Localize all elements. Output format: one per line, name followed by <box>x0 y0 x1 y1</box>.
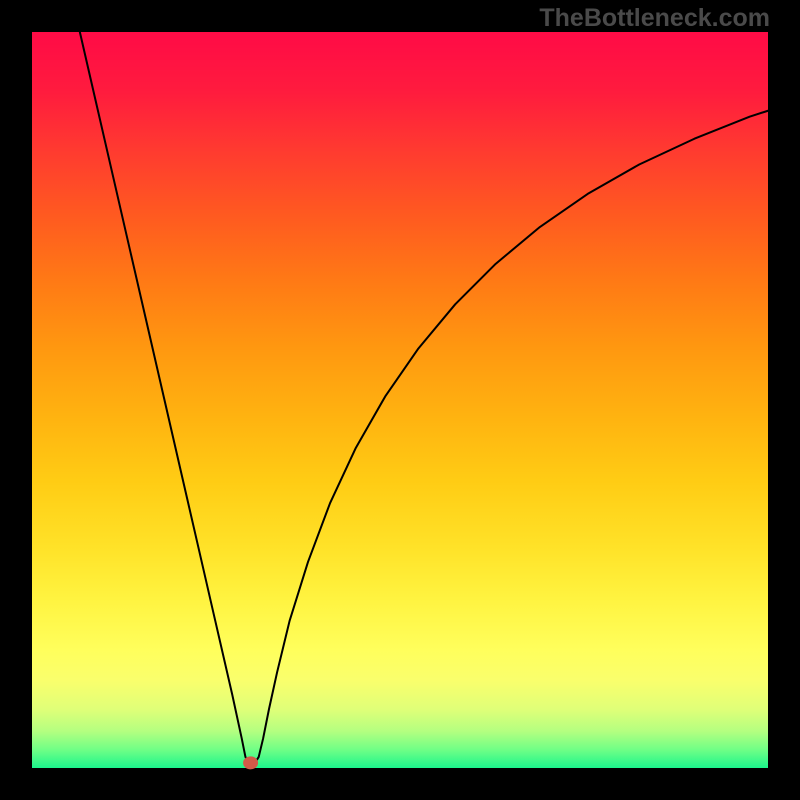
watermark-label: TheBottleneck.com <box>539 4 770 33</box>
plot-area <box>32 32 768 768</box>
chart-stage: TheBottleneck.com <box>0 0 800 800</box>
